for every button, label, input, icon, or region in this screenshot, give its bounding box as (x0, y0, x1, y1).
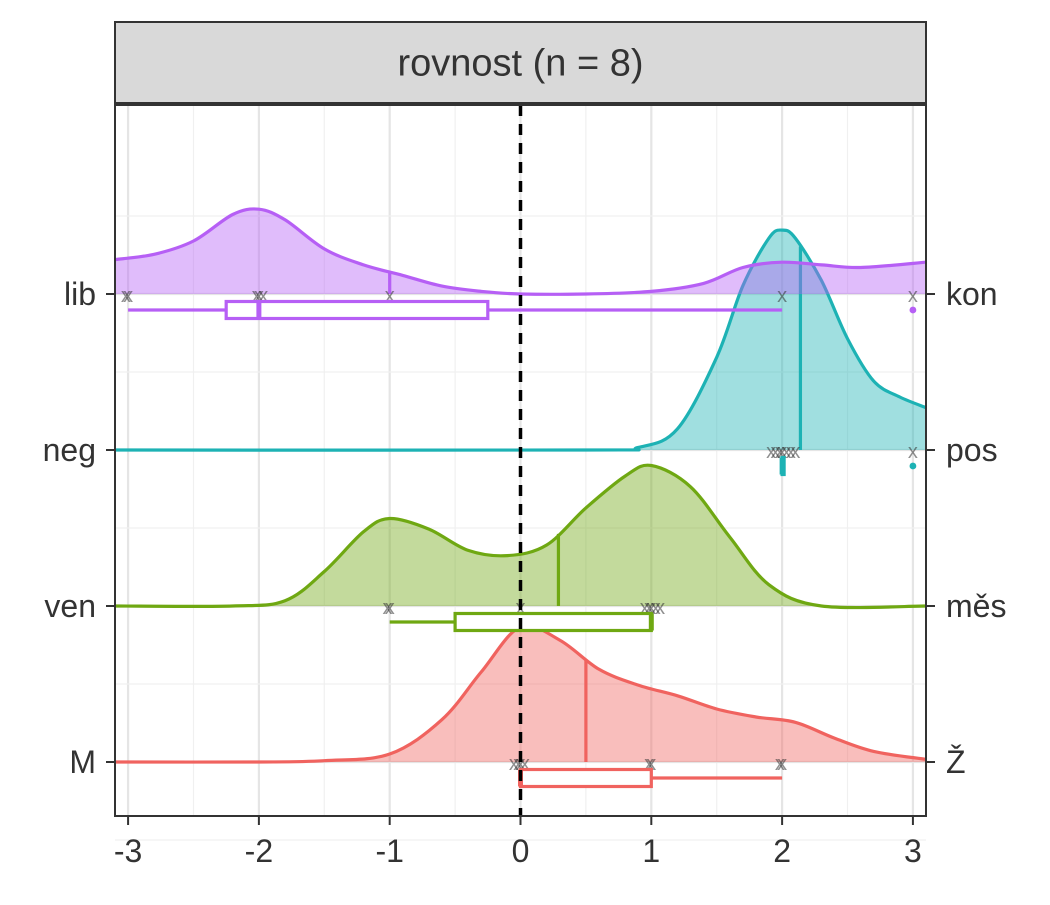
density-area (115, 208, 926, 295)
box-iqr (518, 767, 653, 789)
data-point: x (385, 285, 395, 307)
density-curve (114, 463, 927, 610)
density-curve (114, 624, 927, 764)
y-label-right: měs (946, 588, 1006, 624)
y-label-right: kon (946, 276, 998, 312)
x-tick-label: 3 (904, 833, 922, 869)
data-point: x (516, 753, 526, 775)
series-lib: xx xxx x x x (114, 207, 927, 321)
x-tick-label: -2 (245, 833, 273, 869)
density-area (115, 465, 926, 608)
y-label-right: pos (946, 432, 998, 468)
data-point: x (908, 285, 918, 307)
density-area (115, 230, 926, 451)
data-point: x (640, 597, 650, 619)
data-point: x (520, 753, 530, 775)
facet-strip (114, 21, 927, 104)
data-point: x (121, 285, 131, 307)
y-label-left: neg (43, 432, 96, 468)
data-point: x (786, 441, 796, 463)
data-point: x (775, 753, 785, 775)
data-point: x (655, 597, 665, 619)
data-point: x (646, 753, 656, 775)
y-label-left: ven (44, 588, 96, 624)
data-point: x (258, 285, 268, 307)
data-point: x (777, 753, 787, 775)
data-point: x (254, 285, 264, 307)
data-point: x (644, 753, 654, 775)
x-tick-label: 1 (642, 833, 660, 869)
series-group: xxxxxxxxxxxxxxxxxxxxxxxxxxxxxxxx (114, 207, 927, 789)
density-curve (114, 228, 927, 452)
density-area (115, 625, 926, 763)
data-point: x (646, 597, 656, 619)
data-point: x (790, 441, 800, 463)
data-point: x (782, 441, 792, 463)
data-point: x (775, 441, 785, 463)
density-curve (114, 207, 927, 296)
data-point: x (908, 441, 918, 463)
box-iqr (453, 611, 653, 633)
data-point: x (382, 597, 392, 619)
data-point: x (509, 753, 519, 775)
data-point: x (123, 285, 133, 307)
y-label-left: M (69, 744, 96, 780)
x-tick-label: -1 (375, 833, 403, 869)
data-point: x (771, 441, 781, 463)
data-point: x (766, 441, 776, 463)
y-label-right: Ž (946, 744, 966, 780)
facet-title: rovnost (n = 8) (397, 43, 643, 85)
data-point: x (777, 285, 787, 307)
data-point: x (777, 441, 787, 463)
data-point: x (513, 753, 523, 775)
outlier-point (909, 306, 917, 314)
x-tick-label: 2 (773, 833, 791, 869)
data-point: x (644, 597, 654, 619)
x-tick-label: 0 (512, 833, 530, 869)
box-iqr (224, 299, 490, 321)
data-point: x (651, 597, 661, 619)
data-point: x (252, 285, 262, 307)
x-tick-label: -3 (114, 833, 142, 869)
y-label-left: lib (64, 276, 96, 312)
data-point: x (385, 597, 395, 619)
outlier-point (909, 462, 917, 470)
